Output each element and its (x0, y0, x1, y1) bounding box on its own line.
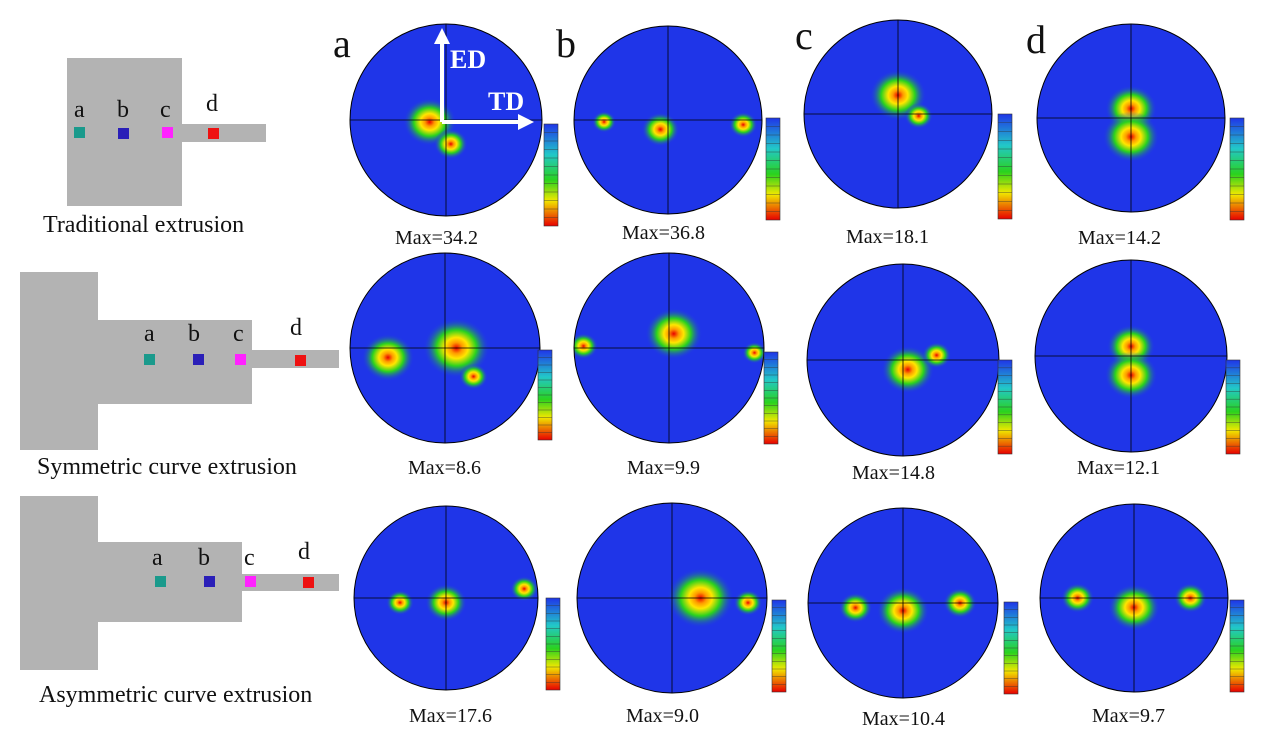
die-body (98, 542, 242, 622)
pole-figure-r3-a (353, 505, 561, 691)
die-extrudate (242, 574, 339, 591)
point-label-b: b (188, 321, 200, 347)
pole-figure-r3-d (1039, 503, 1245, 693)
marker-b (118, 128, 129, 139)
max-label-r3-d: Max=9.7 (1092, 705, 1165, 727)
pole-figure-outline (803, 19, 993, 209)
column-label-c: c (795, 13, 813, 58)
pole-figure-r2-b (573, 252, 779, 445)
die-container (20, 272, 98, 450)
intensity-spot (592, 111, 616, 133)
point-label-c: c (233, 321, 244, 347)
pole-figure-outline (349, 23, 543, 217)
pole-figure-outline (353, 505, 539, 691)
max-label-r3-a: Max=17.6 (409, 705, 492, 727)
intensity-spot (510, 576, 538, 602)
intensity-spot (361, 333, 415, 382)
point-label-c: c (244, 545, 255, 571)
intensity-spot (574, 333, 598, 359)
intensity-spot (904, 103, 933, 129)
intensity-spot (729, 112, 758, 138)
column-label-a: a (333, 21, 351, 66)
point-label-d: d (290, 315, 302, 341)
max-label-r3-c: Max=10.4 (862, 708, 945, 730)
pole-figure-outline (576, 502, 768, 694)
marker-b (193, 354, 204, 365)
caption-asymmetric: Asymmetric curve extrusion (39, 682, 313, 708)
point-label-a: a (144, 321, 155, 347)
intensity-spot (641, 112, 680, 147)
intensity-spot (733, 589, 763, 616)
point-label-a: a (152, 545, 163, 571)
pole-figure-outline (807, 507, 999, 699)
intensity-spot (742, 342, 764, 364)
max-label-r1-a: Max=34.2 (395, 227, 478, 249)
pole-figure-r1-a (349, 23, 559, 227)
die-body (98, 320, 252, 404)
max-label-r1-d: Max=14.2 (1078, 227, 1161, 249)
max-label-r2-d: Max=12.1 (1077, 457, 1160, 479)
intensity-spot (838, 592, 873, 623)
intensity-spot (386, 590, 414, 616)
max-label-r2-a: Max=8.6 (408, 457, 481, 479)
marker-c (245, 576, 256, 587)
intensity-spot (645, 308, 703, 360)
pole-figure-r1-b (573, 25, 781, 221)
marker-a (144, 354, 155, 365)
marker-d (303, 577, 314, 588)
pole-figure-outline (1036, 23, 1226, 213)
pole-figure-r2-c (806, 263, 1013, 457)
pole-figure-outline (1039, 503, 1229, 693)
max-label-r3-b: Max=9.0 (626, 705, 699, 727)
point-label-d: d (206, 91, 218, 117)
intensity-spot (922, 342, 951, 369)
pole-figure-outline (1034, 259, 1228, 453)
caption-traditional: Traditional extrusion (43, 212, 245, 238)
intensity-spot (434, 128, 468, 160)
marker-c (162, 127, 173, 138)
marker-b (204, 576, 215, 587)
pole-figure-r1-c (803, 19, 1013, 220)
max-label-r2-b: Max=9.9 (627, 457, 700, 479)
pole-figure-outline (349, 252, 541, 444)
point-label-a: a (74, 97, 85, 123)
point-label-b: b (117, 97, 129, 123)
intensity-spot (459, 363, 488, 390)
pole-figure-outline (573, 252, 765, 444)
caption-symmetric: Symmetric curve extrusion (37, 454, 297, 480)
marker-d (208, 128, 219, 139)
marker-a (74, 127, 85, 138)
intensity-spot (881, 345, 935, 394)
pole-figure-r1-d (1036, 23, 1245, 221)
marker-a (155, 576, 166, 587)
max-label-r1-b: Max=36.8 (622, 222, 705, 244)
max-label-r1-c: Max=18.1 (846, 226, 929, 248)
pole-figure-r3-c (807, 507, 1019, 699)
max-label-r2-c: Max=14.8 (852, 462, 935, 484)
marker-d (295, 355, 306, 366)
pole-figure-outline (573, 25, 763, 215)
marker-c (235, 354, 246, 365)
column-label-b: b (556, 21, 576, 66)
pole-figure-r2-a (349, 252, 553, 444)
point-label-c: c (160, 97, 171, 123)
point-label-b: b (198, 545, 210, 571)
point-label-d: d (298, 539, 310, 565)
die-extrudate (182, 124, 266, 142)
column-label-d: d (1026, 17, 1046, 62)
pole-figure-r2-d (1034, 259, 1241, 455)
pole-figure-r3-b (576, 502, 787, 694)
die-container (20, 496, 98, 670)
